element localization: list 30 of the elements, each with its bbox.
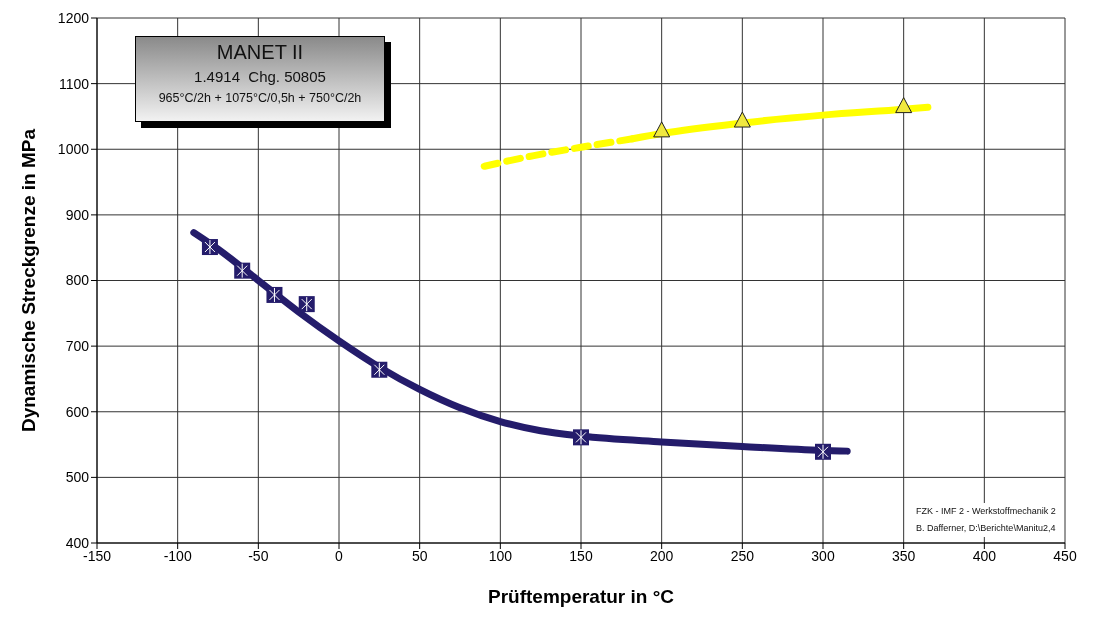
annotation: 965°C/2h + 1075°C/0,5h + 750°C/2h bbox=[157, 91, 363, 105]
x-tick-label: 150 bbox=[569, 547, 593, 564]
y-tick-label: 500 bbox=[65, 469, 90, 486]
y-tick-label: 700 bbox=[65, 338, 90, 355]
annotation: 1.4914 Chg. 50805 bbox=[193, 68, 327, 85]
y-tick-label: 1100 bbox=[58, 75, 90, 92]
point bbox=[653, 121, 671, 138]
x-tick-label: 300 bbox=[811, 547, 835, 564]
y-axis-title: Dynamische Streckgrenze in MPa bbox=[17, 128, 39, 433]
x-tick-label: 400 bbox=[972, 547, 997, 564]
annotation: FZK - IMF 2 - Werkstoffmechanik 2 bbox=[916, 505, 1056, 518]
x-tick-label: 250 bbox=[730, 547, 755, 564]
x-tick-label: 200 bbox=[649, 547, 674, 564]
point bbox=[895, 97, 913, 114]
x-tick-label: 450 bbox=[1053, 547, 1077, 564]
x-tick-label: 350 bbox=[891, 547, 916, 564]
x-tick-label: -50 bbox=[248, 547, 269, 564]
y-tick-label: 900 bbox=[65, 206, 90, 223]
x-axis-title: Prüftemperatur in °C bbox=[487, 586, 675, 607]
x-tick-label: 0 bbox=[335, 547, 344, 564]
point bbox=[733, 111, 751, 128]
annotation: B. Dafferner, D:\Berichte\Manitu2,4 bbox=[916, 522, 1056, 535]
y-tick-label: 800 bbox=[65, 272, 90, 289]
y-tick-label: 600 bbox=[65, 403, 90, 420]
y-tick-label: 1000 bbox=[57, 141, 90, 158]
x-tick-label: -100 bbox=[163, 547, 192, 564]
annotation: MANET II bbox=[215, 41, 305, 64]
y-tick-label: 1200 bbox=[57, 9, 90, 26]
x-tick-label: 50 bbox=[411, 547, 428, 564]
x-tick-label: 100 bbox=[488, 547, 513, 564]
